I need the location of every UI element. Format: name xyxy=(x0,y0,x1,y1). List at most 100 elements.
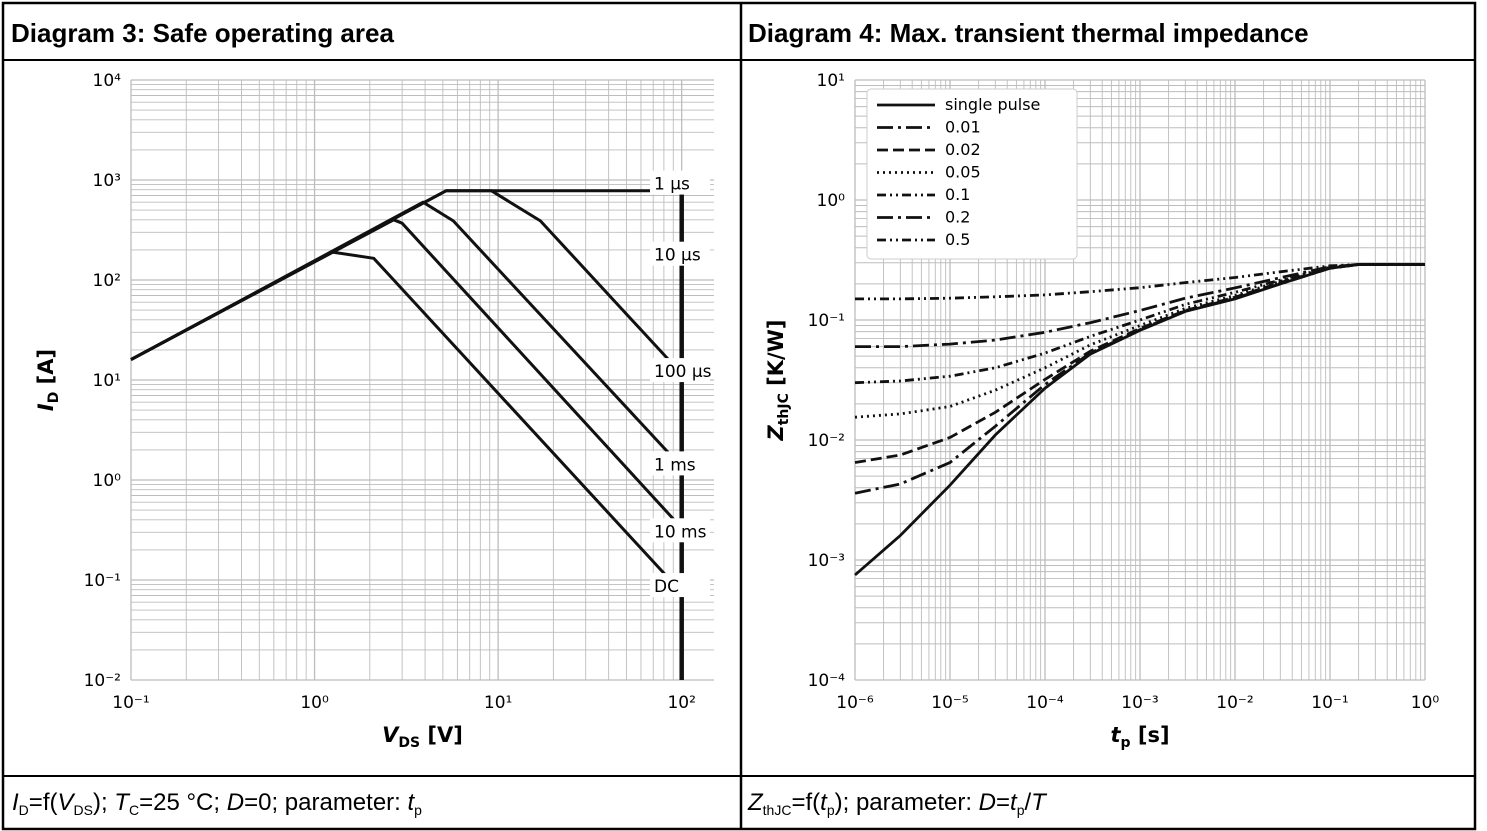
caption-soa-vds-sub: DS xyxy=(73,802,93,818)
legend-label-1: 0.01 xyxy=(945,118,981,137)
caption-soa-tc: T xyxy=(114,789,129,816)
caption-soa: ID=f(VDS); TC=25 °C; D=0; parameter: tp xyxy=(12,789,422,824)
y-tick-label: 10¹ xyxy=(817,71,845,91)
y-tick-label: 10⁻¹ xyxy=(808,311,845,331)
series-line-1 xyxy=(130,189,683,375)
panel-title-zth: Diagram 4: Max. transient thermal impeda… xyxy=(748,18,1309,48)
caption-soa-vds: V xyxy=(57,789,74,816)
series-line-6 xyxy=(855,263,1425,301)
x-axis-label-main: V xyxy=(382,723,400,747)
y-tick-label: 10⁰ xyxy=(817,191,846,211)
series-label-1: 10 µs xyxy=(654,246,701,266)
caption-zth-tp2: t xyxy=(1010,789,1017,816)
legend-label-4: 0.1 xyxy=(945,185,970,204)
series-line-4 xyxy=(130,250,683,594)
legend-label-2: 0.02 xyxy=(945,140,981,159)
y-tick-label: 10³ xyxy=(93,171,121,191)
series-label-bg xyxy=(650,451,710,476)
x-axis-label: tp [s] xyxy=(1110,723,1169,751)
y-axis-label: ZthJC [K/W] xyxy=(764,319,792,441)
panel-title-soa: Diagram 3: Safe operating area xyxy=(11,18,394,48)
y-axis-label: ID [A] xyxy=(34,349,62,411)
caption-soa-d: D xyxy=(226,789,245,816)
x-tick-label: 10⁻¹ xyxy=(1311,693,1348,713)
chart-thermal-impedance: 10⁻⁶ 10⁻⁵ 10⁻⁴ 10⁻³ 10⁻² 10⁻¹ 10⁰ 10⁻⁴ 10⁻³ 10⁻² 1… xyxy=(764,71,1440,751)
x-tick-label: 10¹ xyxy=(484,693,512,713)
series-line-2 xyxy=(854,263,1425,464)
series-label-5: DC xyxy=(654,577,679,597)
series-label-4: 10 ms xyxy=(654,522,707,542)
y-tick-label: 10⁻⁴ xyxy=(808,671,846,691)
y-tick-label: 10⁰ xyxy=(93,471,122,491)
caption-soa-func: =f( xyxy=(28,789,58,816)
y-tick-label: 10⁴ xyxy=(93,71,122,91)
caption-soa-id-sub: D xyxy=(18,802,29,818)
y-tick-label: 10² xyxy=(93,271,121,291)
x-axis-label-main: t xyxy=(1110,723,1121,747)
caption-soa-temp: =25 °C; xyxy=(139,789,227,816)
series-label-bg xyxy=(650,170,710,195)
x-axis-label-unit: [s] xyxy=(1131,723,1170,747)
caption-zth-tp-sub: p xyxy=(826,802,835,818)
series-label-2: 100 µs xyxy=(654,362,712,382)
series-label-bg xyxy=(650,573,710,598)
caption-soa-param: =0; parameter: xyxy=(244,789,408,816)
y-tick-label: 10⁻² xyxy=(808,431,845,451)
caption-soa-tc-sub: C xyxy=(128,802,140,818)
y-axis-label-unit: [K/W] xyxy=(764,319,788,393)
series-line-5 xyxy=(855,263,1425,348)
series-line-4 xyxy=(854,263,1425,385)
caption-zth-tp: t xyxy=(820,789,827,816)
series-line-2 xyxy=(130,200,683,469)
legend-label-6: 0.5 xyxy=(945,230,970,249)
x-axis-label-sub: DS xyxy=(398,735,420,751)
y-tick-label: 10⁻³ xyxy=(808,551,845,571)
series-label-bg xyxy=(650,358,710,383)
x-tick-label: 10⁰ xyxy=(300,693,329,713)
y-tick-label: 10⁻² xyxy=(84,671,121,691)
caption-zth-param: ); parameter: xyxy=(834,789,979,816)
x-tick-label: 10² xyxy=(667,693,695,713)
legend-label-3: 0.05 xyxy=(945,163,981,182)
x-tick-label: 10⁻⁶ xyxy=(836,693,874,713)
x-tick-label: 10⁰ xyxy=(1411,693,1440,713)
grid xyxy=(130,79,714,681)
y-tick-label: 10¹ xyxy=(93,371,121,391)
x-axis-label-sub: p xyxy=(1121,735,1131,751)
series-label-0: 1 µs xyxy=(654,175,690,195)
legend-label-5: 0.2 xyxy=(945,208,970,227)
caption-zth-period: T xyxy=(1031,789,1046,816)
x-tick-label: 10⁻² xyxy=(1216,693,1253,713)
series-label-bg xyxy=(650,241,710,266)
series-group xyxy=(130,189,684,680)
y-axis-label-unit: [A] xyxy=(34,349,58,392)
caption-soa-sep: ); xyxy=(92,789,115,816)
caption-zth-z-sub: thJC xyxy=(762,802,792,818)
x-tick-label: 10⁻¹ xyxy=(112,693,149,713)
caption-zth-z: Z xyxy=(748,789,763,816)
x-tick-label: 10⁻³ xyxy=(1121,693,1158,713)
series-line-3 xyxy=(130,218,683,530)
x-tick-label: 10⁻⁴ xyxy=(1026,693,1064,713)
caption-zth-func: =f( xyxy=(791,789,821,816)
y-axis-label-sub: thJC xyxy=(776,393,792,425)
x-axis-label-unit: [V] xyxy=(420,723,463,747)
x-axis-label: VDS [V] xyxy=(382,723,463,751)
caption-soa-tp-sub: p xyxy=(414,802,422,818)
caption-zth-eq: = xyxy=(996,789,1011,816)
series-label-3: 1 ms xyxy=(654,455,696,475)
caption-zth-d: D xyxy=(978,789,997,816)
caption-soa-tp: t xyxy=(407,789,415,816)
caption-zth-tp2-sub: p xyxy=(1016,802,1025,818)
chart-safe-operating-area: 10⁻¹ 10⁰ 10¹ 10²10⁻²10⁻¹10⁰10¹10²10³10⁴VDS … xyxy=(34,71,714,751)
series-group xyxy=(854,263,1425,577)
y-axis-label-sub: D xyxy=(46,392,62,404)
caption-soa-id: I xyxy=(12,789,19,816)
y-axis-label-main: Z xyxy=(764,425,788,442)
y-axis-label-main: I xyxy=(34,403,58,411)
series-line-0 xyxy=(130,189,684,361)
y-tick-label: 10⁻¹ xyxy=(84,571,121,591)
legend-label-0: single pulse xyxy=(945,95,1040,114)
